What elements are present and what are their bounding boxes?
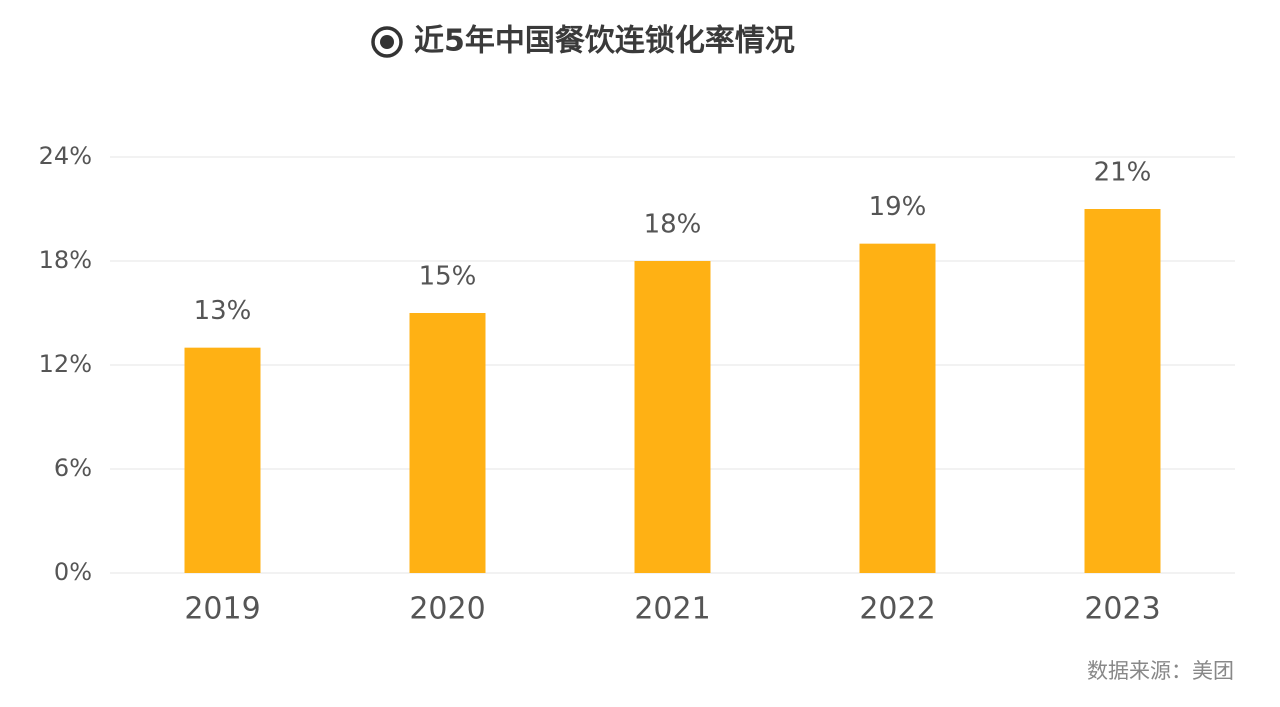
title-icon-dot xyxy=(380,35,394,49)
x-tick-label: 2020 xyxy=(409,592,485,627)
title-icon xyxy=(371,26,403,58)
chart-title: 近5年中国餐饮连锁化率情况 xyxy=(414,24,795,59)
value-label: 21% xyxy=(1094,158,1152,188)
bar xyxy=(409,313,486,573)
x-tick-label: 2021 xyxy=(634,592,710,627)
bar xyxy=(859,243,936,573)
bar xyxy=(184,347,261,573)
value-label: 13% xyxy=(194,296,252,326)
bar xyxy=(634,261,711,573)
source-note: 数据来源：美团 xyxy=(1087,659,1234,683)
y-tick-label: 12% xyxy=(39,350,92,378)
value-label: 19% xyxy=(869,192,927,222)
y-tick-label: 18% xyxy=(39,246,92,274)
x-tick-label: 2019 xyxy=(184,592,260,627)
value-label: 15% xyxy=(419,262,477,292)
x-tick-label: 2022 xyxy=(859,592,935,627)
y-tick-label: 6% xyxy=(54,454,92,482)
x-tick-label: 2023 xyxy=(1084,592,1160,627)
y-tick-label: 0% xyxy=(54,558,92,586)
bar xyxy=(1084,209,1161,573)
y-tick-label: 24% xyxy=(39,142,92,170)
value-label: 18% xyxy=(644,210,702,240)
